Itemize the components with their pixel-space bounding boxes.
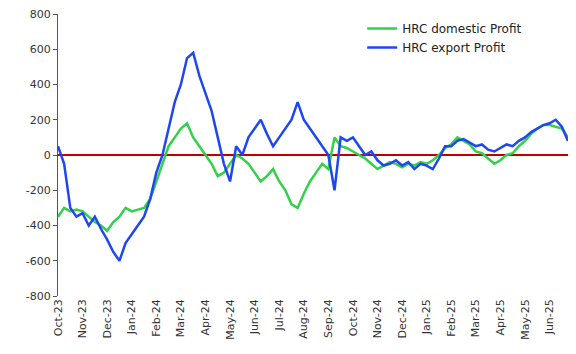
svg-text:May-25: May-25: [519, 299, 532, 340]
svg-text:Mar-25: Mar-25: [469, 299, 482, 337]
svg-text:-800: -800: [26, 290, 51, 303]
svg-text:600: 600: [30, 43, 51, 56]
svg-text:Jun-24: Jun-24: [248, 299, 261, 335]
svg-text:Dec-23: Dec-23: [101, 299, 114, 338]
svg-text:Jan-25: Jan-25: [420, 299, 433, 335]
svg-text:May-24: May-24: [224, 299, 237, 340]
svg-text:-200: -200: [26, 184, 51, 197]
svg-text:0: 0: [44, 149, 51, 162]
svg-text:Jun-25: Jun-25: [543, 299, 556, 335]
svg-text:Aug-24: Aug-24: [297, 299, 310, 338]
svg-text:Mar-24: Mar-24: [174, 299, 187, 337]
svg-text:Oct-24: Oct-24: [347, 299, 360, 336]
svg-text:Feb-25: Feb-25: [445, 299, 458, 336]
svg-text:Apr-25: Apr-25: [494, 299, 507, 335]
svg-text:Feb-24: Feb-24: [150, 299, 163, 336]
svg-text:Sep-24: Sep-24: [322, 299, 335, 338]
svg-text:400: 400: [30, 78, 51, 91]
svg-text:Nov-23: Nov-23: [76, 299, 89, 338]
svg-text:Apr-24: Apr-24: [199, 299, 212, 335]
svg-text:HRC export Profit: HRC export Profit: [402, 41, 505, 55]
svg-text:-400: -400: [26, 219, 51, 232]
svg-text:200: 200: [30, 114, 51, 127]
svg-text:HRC domestic Profit: HRC domestic Profit: [402, 22, 521, 36]
svg-text:Oct-23: Oct-23: [52, 299, 65, 336]
svg-text:800: 800: [30, 8, 51, 21]
svg-text:-600: -600: [26, 255, 51, 268]
svg-text:Dec-24: Dec-24: [396, 299, 409, 338]
svg-text:Nov-24: Nov-24: [371, 299, 384, 338]
svg-text:Jul-24: Jul-24: [273, 299, 286, 331]
svg-text:Jan-24: Jan-24: [125, 299, 138, 335]
